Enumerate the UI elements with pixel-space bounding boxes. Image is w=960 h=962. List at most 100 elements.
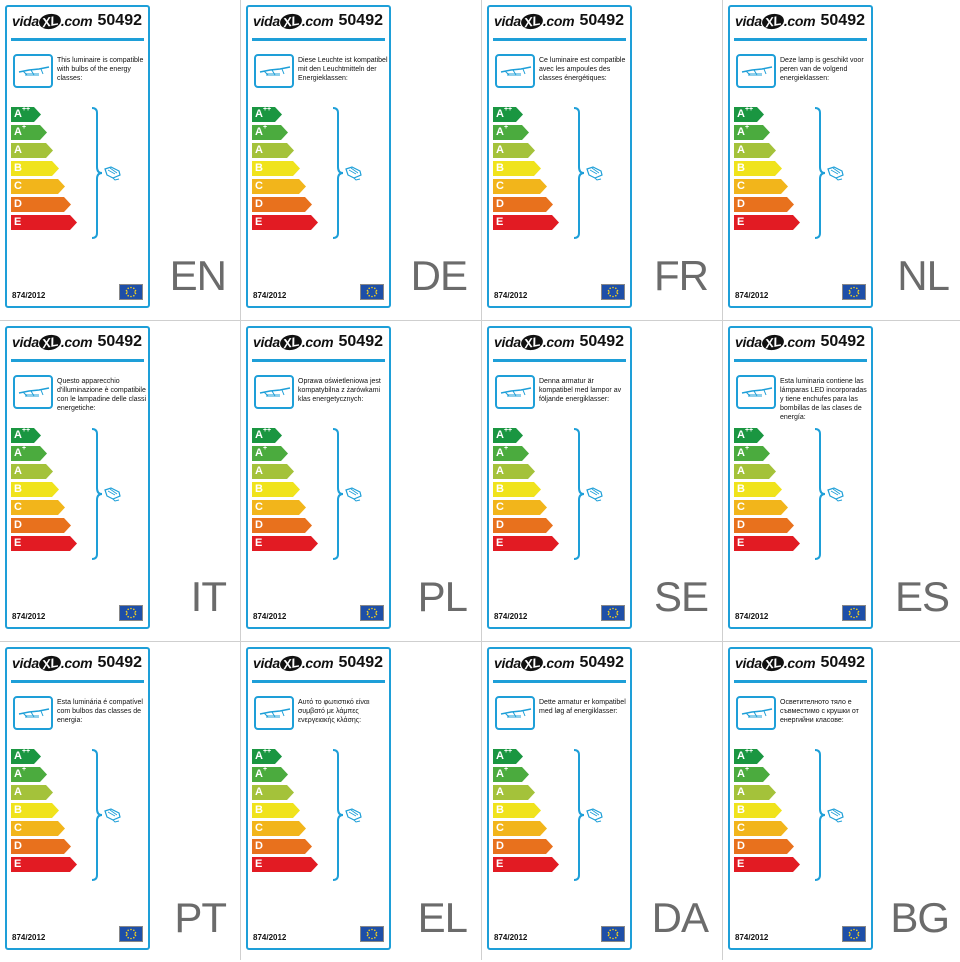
- energy-class-letter: E: [14, 216, 22, 228]
- energy-class-letter: A: [255, 768, 263, 780]
- bulb-icon: [104, 166, 121, 181]
- energy-class-letter: A: [14, 786, 22, 798]
- label-header: vida XL .com 50492: [730, 328, 871, 360]
- energy-class-letter: E: [737, 858, 745, 870]
- energy-class-c: C: [11, 500, 65, 515]
- energy-class-aplus: A+: [493, 767, 529, 782]
- energy-class-a: A: [252, 464, 294, 479]
- energy-class-suffix: ++: [21, 427, 31, 435]
- compatibility-text: Denna armatur är kompatibel med lampor a…: [539, 378, 622, 403]
- energy-class-suffix: ++: [21, 106, 31, 114]
- energy-class-letter: C: [496, 501, 504, 513]
- energy-class-letter: A: [496, 750, 504, 762]
- energy-class-letter: D: [737, 519, 745, 531]
- label-footer: 874/2012: [253, 284, 384, 300]
- energy-class-letter: A: [14, 429, 22, 441]
- energy-label-card: vida XL .com 50492 Esta luminária é compat…: [5, 647, 150, 950]
- language-code: DA: [651, 894, 709, 941]
- energy-class-aplusplus: A++: [11, 107, 41, 122]
- brand-logo: vida XL .com: [494, 12, 575, 31]
- energy-class-c: C: [252, 821, 306, 836]
- regulation-number: 874/2012: [253, 291, 287, 300]
- label-cell-it: vida XL .com 50492 Questo apparecchio d'il…: [0, 321, 240, 641]
- energy-class-c: C: [493, 500, 547, 515]
- label-footer: 874/2012: [12, 926, 143, 942]
- energy-class-c: C: [11, 179, 65, 194]
- bracket-icon: [332, 107, 344, 239]
- label-cell-en: vida XL .com 50492 This luminaire is compa…: [0, 0, 240, 320]
- energy-class-letter: A: [496, 126, 504, 138]
- header-divider: [493, 680, 626, 683]
- energy-class-scale: A++ A+ A B C D E: [734, 428, 800, 554]
- energy-class-e: E: [734, 215, 800, 230]
- luminaire-icon: [495, 375, 535, 409]
- label-footer: 874/2012: [494, 284, 625, 300]
- label-cell-fr: vida XL .com 50492 Ce luminaire est compat…: [482, 0, 722, 320]
- energy-class-letter: A: [496, 768, 504, 780]
- energy-class-aplus: A+: [734, 767, 770, 782]
- energy-class-d: D: [252, 518, 312, 533]
- eu-flag-icon: [842, 605, 866, 621]
- label-footer: 874/2012: [253, 926, 384, 942]
- label-cell-pl: vida XL .com 50492 Oprawa oświetleniowa je…: [241, 321, 481, 641]
- compatibility-text: Deze lamp is geschikt voor peren van de …: [780, 57, 864, 82]
- energy-class-d: D: [252, 839, 312, 854]
- language-code: EL: [417, 894, 468, 941]
- energy-class-aplus: A+: [11, 446, 47, 461]
- language-code: FR: [654, 252, 709, 299]
- energy-class-letter: A: [255, 108, 263, 120]
- energy-class-letter: E: [496, 216, 504, 228]
- bracket-icon: [91, 107, 103, 239]
- energy-class-aplusplus: A++: [493, 107, 523, 122]
- energy-class-letter: E: [14, 858, 22, 870]
- bracket-icon: [332, 428, 344, 560]
- eu-flag-icon: [601, 284, 625, 300]
- energy-class-letter: E: [496, 537, 504, 549]
- energy-class-letter: B: [255, 804, 263, 816]
- brand-logo: vida XL .com: [253, 654, 334, 673]
- energy-class-letter: C: [737, 180, 745, 192]
- energy-class-aplus: A+: [734, 446, 770, 461]
- luminaire-icon: [254, 375, 294, 409]
- label-footer: 874/2012: [735, 284, 866, 300]
- energy-class-aplusplus: A++: [493, 749, 523, 764]
- energy-class-letter: A: [14, 447, 22, 459]
- energy-label-card: vida XL .com 50492 Αυτό το φωτιστικό είναι…: [246, 647, 391, 950]
- energy-class-letter: A: [255, 126, 263, 138]
- energy-label-card: vida XL .com 50492 Dette armatur er kompat…: [487, 647, 632, 950]
- energy-class-suffix: +: [503, 445, 509, 453]
- energy-class-aplus: A+: [11, 125, 47, 140]
- compatibility-text: Осветителното тяло е съвместимо с крушки…: [780, 699, 859, 724]
- label-footer: 874/2012: [494, 926, 625, 942]
- article-number: 50492: [97, 12, 143, 29]
- label-header: vida XL .com 50492: [7, 328, 148, 360]
- energy-class-c: C: [493, 821, 547, 836]
- bulb-icon: [345, 487, 362, 502]
- eu-flag-icon: [842, 926, 866, 942]
- luminaire-icon: [254, 696, 294, 730]
- regulation-number: 874/2012: [735, 291, 769, 300]
- energy-class-letter: A: [255, 465, 263, 477]
- energy-class-e: E: [493, 857, 559, 872]
- energy-class-letter: D: [255, 519, 263, 531]
- luminaire-icon: [13, 696, 53, 730]
- energy-class-e: E: [252, 536, 318, 551]
- energy-class-a: A: [493, 143, 535, 158]
- energy-class-b: B: [11, 161, 59, 176]
- energy-class-d: D: [734, 839, 794, 854]
- energy-class-a: A: [734, 464, 776, 479]
- label-cell-se: vida XL .com 50492 Denna armatur är kompat…: [482, 321, 722, 641]
- energy-class-a: A: [252, 785, 294, 800]
- label-header: vida XL .com 50492: [489, 328, 630, 360]
- label-header: vida XL .com 50492: [248, 649, 389, 681]
- energy-class-letter: B: [737, 483, 745, 495]
- energy-class-letter: C: [737, 822, 745, 834]
- energy-class-b: B: [11, 482, 59, 497]
- bulb-icon: [345, 808, 362, 823]
- energy-class-suffix: +: [744, 124, 750, 132]
- energy-label-card: vida XL .com 50492 Questo apparecchio d'il…: [5, 326, 150, 629]
- energy-class-suffix: +: [21, 445, 27, 453]
- energy-class-letter: A: [737, 144, 745, 156]
- language-code: PL: [417, 573, 468, 620]
- energy-class-aplusplus: A++: [734, 428, 764, 443]
